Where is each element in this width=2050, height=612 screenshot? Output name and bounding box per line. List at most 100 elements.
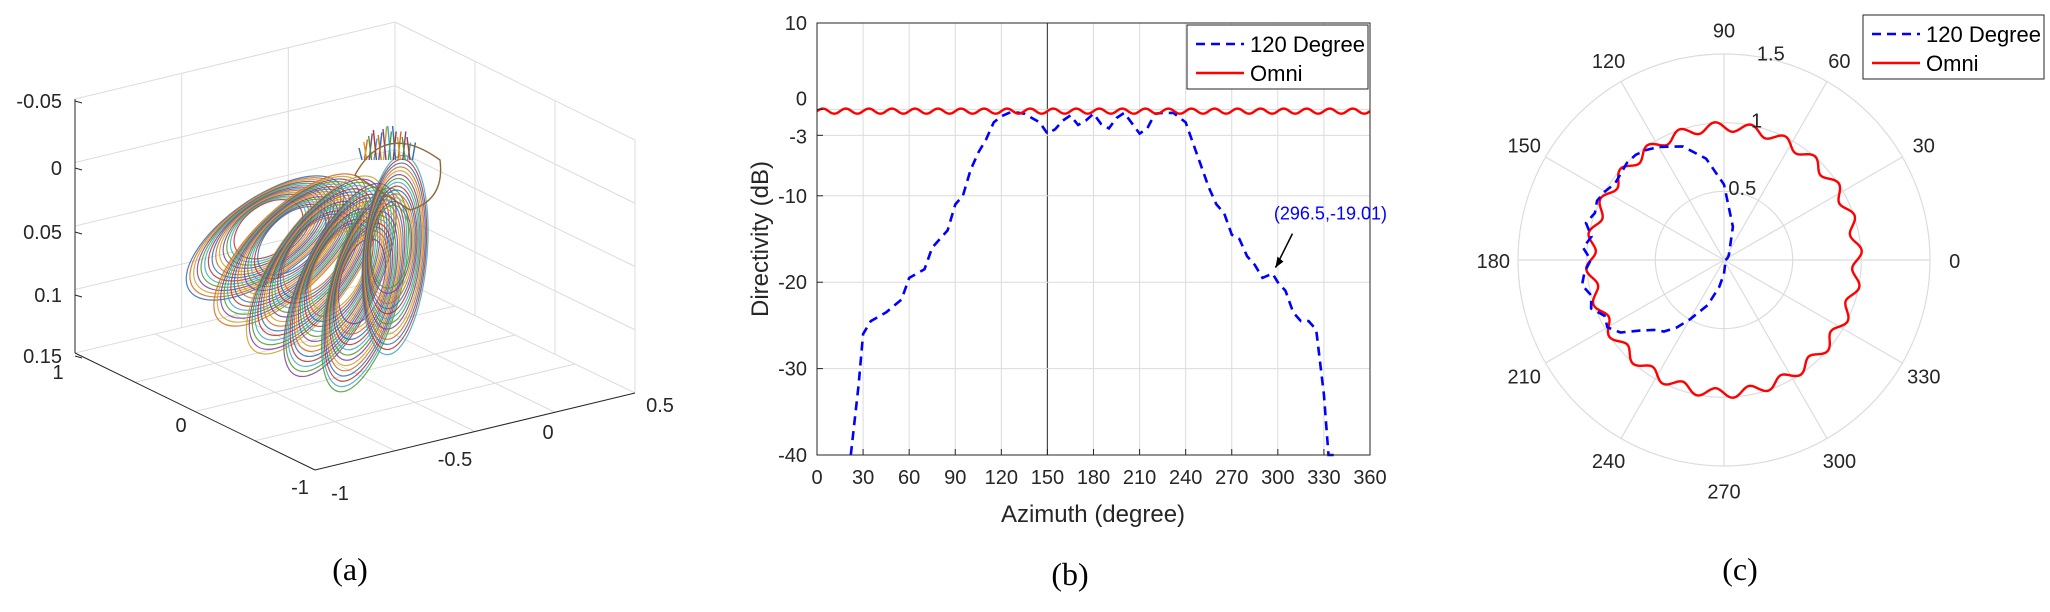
legend-box [1862, 14, 2045, 80]
surface-mesh-line [402, 131, 407, 161]
panel-b-caption: (b) [1051, 556, 1088, 592]
surface-mesh-line [387, 125, 392, 161]
annotation-label: (296.5,-19.01) [1274, 204, 1387, 224]
y-tick-label: 10 [785, 13, 807, 35]
x-tick-label: 120 [985, 467, 1018, 489]
surface-mesh-line [185, 175, 345, 301]
angular-grid-line [1723, 81, 1828, 261]
grid-line [254, 363, 576, 442]
panel-a-surface [185, 125, 442, 393]
x-tick-label: 0 [811, 467, 822, 489]
surface-mesh-line [378, 132, 383, 161]
surface-mesh-line [362, 162, 426, 346]
angular-grid-line [1723, 259, 1828, 439]
surface-mesh-line [368, 193, 415, 305]
series-omni-line [816, 107, 1371, 115]
grid-line [74, 149, 396, 227]
panel-a-surface-plot: -0.05 0 0.05 0.1 0.151 0 -1 -1 -0.5 0 0.5 (a) [16, 21, 674, 587]
x-tick-label: 150 [1031, 467, 1064, 489]
surface-mesh-line [364, 173, 422, 330]
surface-mesh-line [382, 128, 387, 161]
grid-line [394, 212, 636, 331]
surface-mesh-line [401, 136, 406, 161]
surface-mesh-line [366, 181, 420, 320]
y-tick-label: -40 [778, 445, 807, 467]
x-tick-label: 30 [852, 467, 874, 489]
theta-tick-label: 120 [1592, 51, 1625, 73]
panel-c-ticks: 0 30 60 90 120 150 180 210 240 270 300 330 0.5 1 1.5 [1477, 20, 1961, 503]
panel-b-ticks: 0 30 60 90 120 150 180 210 240 270 300 330 360 10 0 -3 -… [778, 13, 1387, 489]
theta-tick-label: 60 [1828, 51, 1850, 73]
surface-mesh-line [223, 180, 358, 315]
x-tick-label: 300 [1261, 467, 1294, 489]
surface-mesh-line [230, 186, 352, 307]
grid-line [394, 149, 636, 267]
x-tick-label: 330 [1307, 467, 1340, 489]
surface-mesh-line [363, 139, 369, 161]
theta-tick-label: 90 [1713, 20, 1735, 42]
panel-a-caption: (a) [332, 551, 368, 587]
surface-mesh-line [257, 188, 373, 337]
surface-mesh-line [363, 141, 368, 161]
angular-grid-line [1620, 81, 1725, 261]
panel-b-xlabel: Azimuth (degree) [1001, 501, 1185, 528]
theta-tick-label: 180 [1477, 251, 1510, 273]
surface-mesh-line [411, 142, 417, 161]
series-omni-line [1585, 121, 1863, 399]
surface-mesh-line [370, 204, 411, 289]
y-tick-label: -20 [778, 272, 807, 294]
x-tick-label: -1 [331, 483, 349, 505]
grid-line [394, 85, 636, 204]
surface-mesh-line [332, 222, 394, 346]
z-tick-label: -0.05 [16, 91, 62, 113]
panel-c-caption: (c) [1722, 551, 1758, 587]
angular-grid-line [1620, 259, 1725, 439]
surface-mesh-line [396, 136, 402, 161]
z-tick-label: 0.1 [34, 285, 62, 307]
z-tick-mark [74, 167, 83, 171]
panel-b-legend: 120 Degree Omni [1186, 24, 1369, 90]
theta-tick-label: 330 [1907, 366, 1940, 388]
surface-mesh-line [367, 189, 417, 310]
surface-mesh-line [321, 187, 409, 393]
box-edge [74, 21, 396, 100]
x-tick-label: 90 [944, 467, 966, 489]
y-tick-label: 0 [796, 88, 807, 110]
panel-b-annotation: (296.5,-19.01) [1274, 204, 1387, 268]
r-tick-label: 1 [1751, 111, 1762, 133]
panel-b-line-chart: 0 30 60 90 120 150 180 210 240 270 300 330 360 10 0 -3 -… [747, 13, 1387, 592]
legend-label-omni: Omni [1926, 51, 1979, 76]
y-tick-label: -10 [778, 186, 807, 208]
r-tick-label: 0.5 [1728, 178, 1756, 200]
theta-tick-label: 150 [1508, 136, 1541, 158]
theta-tick-label: 300 [1823, 451, 1856, 473]
z-tick-mark [74, 294, 83, 298]
panel-b-ylabel: Directivity (dB) [747, 161, 774, 317]
panel-b-series [816, 107, 1371, 457]
grid-line [74, 85, 396, 163]
surface-mesh-line [327, 206, 401, 367]
panel-c-series [1580, 121, 1863, 399]
legend-box [1186, 24, 1369, 90]
panel-a-3d-axes [74, 21, 636, 471]
surface-mesh-line [354, 142, 442, 211]
x-tick-label: 0.5 [646, 395, 674, 417]
series-120-degree-line [1580, 145, 1735, 334]
x-tick-label: 270 [1215, 467, 1248, 489]
legend-label-120-degree: 120 Degree [1926, 22, 2041, 47]
theta-tick-label: 210 [1508, 366, 1541, 388]
x-axis-line [314, 392, 636, 471]
y-tick-label: -1 [291, 477, 309, 499]
legend-label-omni: Omni [1250, 61, 1303, 86]
box-edge [394, 21, 636, 141]
z-tick-mark [74, 100, 83, 104]
x-tick-label: 0 [542, 422, 553, 444]
y-tick-label: -3 [789, 126, 807, 148]
surface-mesh-line [367, 135, 373, 161]
x-tick-label: 240 [1169, 467, 1202, 489]
grid-line [234, 314, 476, 432]
z-tick-label: 0.05 [23, 222, 62, 244]
surface-mesh-line [369, 200, 413, 294]
surface-mesh-line [245, 175, 385, 355]
